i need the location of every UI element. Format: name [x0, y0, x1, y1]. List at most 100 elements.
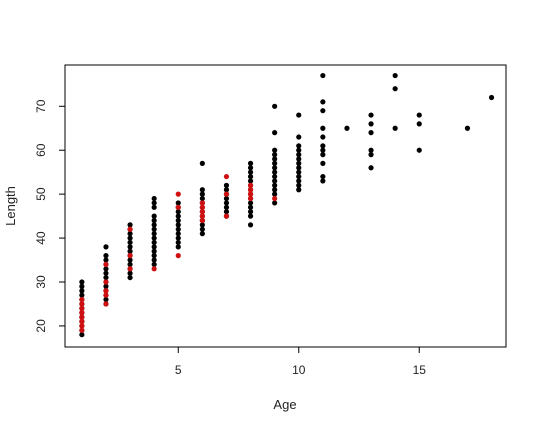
data-point [247, 165, 254, 171]
data-point [296, 182, 302, 188]
data-point [247, 222, 254, 228]
data-point [103, 292, 109, 298]
x-tick-label: 15 [413, 363, 427, 377]
data-point [272, 178, 278, 184]
data-point [103, 266, 109, 272]
data-point [272, 130, 278, 136]
data-point [79, 292, 85, 298]
data-point [368, 147, 374, 153]
data-point [247, 160, 254, 166]
data-point [151, 239, 157, 246]
data-point [416, 121, 422, 127]
data-point [296, 134, 302, 140]
data-point [103, 296, 109, 303]
data-point [175, 191, 181, 197]
data-point [151, 266, 157, 272]
data-point [223, 191, 230, 197]
data-point [151, 213, 157, 219]
data-point [151, 195, 157, 202]
data-point [151, 222, 157, 228]
data-point [127, 222, 133, 228]
data-point [127, 266, 133, 272]
data-point [223, 173, 230, 180]
y-axis-label: Length [3, 186, 18, 226]
data-point [247, 173, 254, 180]
data-point [223, 195, 230, 202]
data-point [151, 244, 157, 250]
data-point [79, 310, 85, 316]
data-point [272, 152, 278, 158]
data-point [223, 187, 230, 193]
data-point [127, 253, 133, 259]
data-point [247, 187, 254, 193]
data-point [272, 165, 278, 171]
data-point [320, 125, 326, 131]
data-point [151, 235, 157, 241]
data-point [151, 257, 157, 263]
data-points [79, 72, 495, 338]
data-point [320, 99, 326, 105]
data-point [368, 130, 374, 136]
data-point [488, 94, 495, 101]
data-point [79, 279, 85, 285]
data-point [127, 239, 133, 246]
data-point [199, 204, 205, 210]
data-point [127, 226, 133, 232]
y-tick-label: 70 [34, 99, 48, 113]
data-point [272, 147, 278, 153]
data-point [175, 209, 181, 215]
data-point [247, 195, 254, 202]
data-point [272, 200, 278, 206]
data-point [103, 283, 109, 289]
x-axis: 5 10 15 [175, 347, 426, 377]
data-point [247, 200, 254, 206]
data-point [272, 195, 278, 202]
data-point [175, 244, 181, 250]
data-point [103, 279, 109, 285]
data-point [199, 217, 205, 224]
data-point [79, 314, 85, 320]
data-point [175, 222, 181, 228]
data-point [296, 165, 302, 171]
data-point [127, 235, 133, 241]
data-point [151, 231, 157, 237]
data-point [199, 187, 205, 193]
data-point [296, 178, 302, 184]
data-point [247, 213, 254, 219]
data-point [272, 156, 278, 162]
data-point [247, 169, 254, 175]
data-point [247, 209, 254, 215]
data-point [175, 253, 181, 259]
data-point [79, 318, 85, 325]
y-tick-label: 50 [34, 187, 48, 201]
data-point [320, 160, 326, 166]
data-point [79, 332, 85, 338]
data-point [416, 147, 422, 153]
data-point [127, 231, 133, 237]
data-point [103, 288, 109, 294]
data-point [296, 152, 302, 158]
plot-frame [64, 64, 507, 348]
data-point [296, 187, 302, 193]
data-point [223, 209, 230, 215]
data-point [392, 72, 398, 79]
data-point [127, 261, 133, 268]
data-point [103, 261, 109, 268]
data-point [272, 191, 278, 197]
data-point [392, 125, 398, 131]
data-point [79, 296, 85, 303]
data-point [151, 226, 157, 232]
data-point [103, 270, 109, 276]
data-point [272, 103, 278, 109]
data-point [103, 301, 109, 307]
data-point [247, 178, 254, 184]
data-point [175, 235, 181, 241]
data-point [247, 191, 254, 197]
data-point [199, 160, 205, 166]
data-point [103, 253, 109, 259]
data-point [199, 195, 205, 202]
series-0 [79, 72, 495, 338]
data-point [296, 173, 302, 180]
data-point [127, 244, 133, 250]
data-point [127, 248, 133, 254]
